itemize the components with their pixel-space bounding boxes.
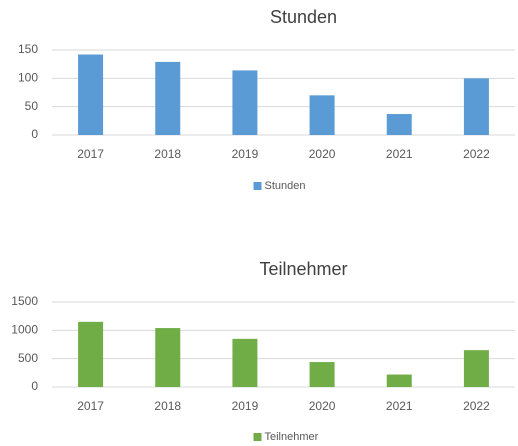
bar bbox=[309, 362, 335, 387]
y-tick-label: 0 bbox=[31, 127, 38, 141]
bar bbox=[386, 114, 412, 135]
y-tick-label: 100 bbox=[18, 71, 38, 85]
bar bbox=[232, 70, 258, 135]
bar bbox=[155, 61, 181, 135]
x-tick-label: 2019 bbox=[232, 147, 259, 161]
x-tick-label: 2021 bbox=[386, 399, 413, 413]
y-tick-label: 500 bbox=[18, 351, 38, 365]
x-tick-label: 2018 bbox=[154, 399, 181, 413]
y-tick-label: 1500 bbox=[11, 294, 38, 308]
legend-swatch bbox=[253, 433, 262, 441]
x-tick-label: 2022 bbox=[463, 147, 490, 161]
x-tick-label: 2021 bbox=[386, 147, 413, 161]
bar bbox=[463, 350, 489, 387]
x-tick-label: 2019 bbox=[232, 399, 259, 413]
legend-swatch bbox=[253, 182, 262, 190]
x-tick-label: 2017 bbox=[77, 399, 104, 413]
bar bbox=[309, 95, 335, 135]
chart-title: Teilnehmer bbox=[259, 259, 347, 279]
bar bbox=[463, 78, 489, 135]
bar bbox=[78, 54, 104, 135]
x-tick-label: 2020 bbox=[309, 399, 336, 413]
x-tick-label: 2020 bbox=[309, 147, 336, 161]
y-tick-label: 0 bbox=[31, 379, 38, 393]
bar bbox=[78, 321, 104, 387]
y-tick-label: 1000 bbox=[11, 323, 38, 337]
x-tick-label: 2022 bbox=[463, 399, 490, 413]
legend-label: Stunden bbox=[265, 180, 306, 192]
bar bbox=[386, 374, 412, 387]
y-tick-label: 50 bbox=[25, 99, 39, 113]
legend-label: Teilnehmer bbox=[265, 431, 319, 443]
x-tick-label: 2018 bbox=[154, 147, 181, 161]
x-tick-label: 2017 bbox=[77, 147, 104, 161]
bar bbox=[155, 328, 181, 387]
chart-title: Stunden bbox=[270, 7, 337, 27]
bar bbox=[232, 338, 258, 387]
y-tick-label: 150 bbox=[18, 42, 38, 56]
